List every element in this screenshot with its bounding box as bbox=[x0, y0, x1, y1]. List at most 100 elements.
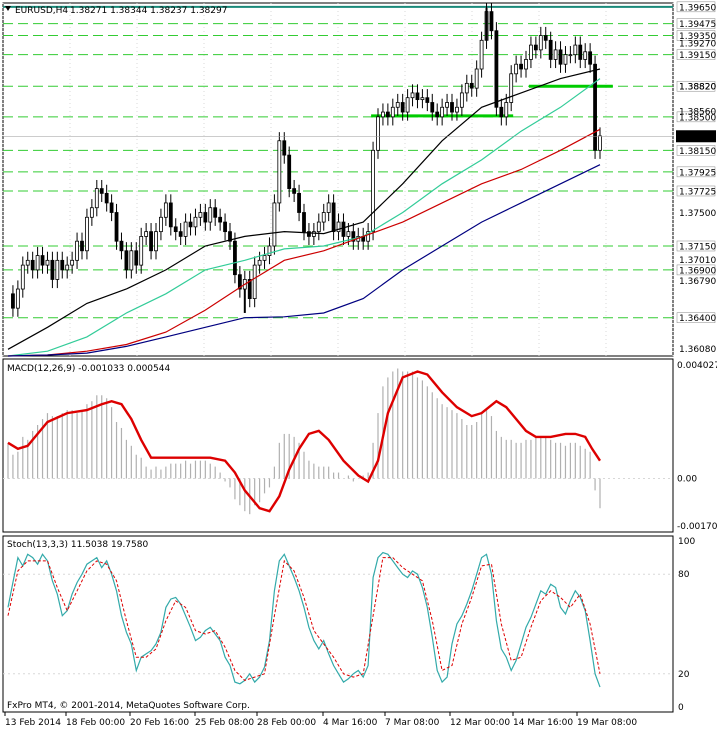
level-label-box bbox=[676, 240, 716, 252]
candle-body bbox=[598, 135, 602, 151]
candle-body bbox=[415, 92, 420, 101]
candle-body bbox=[50, 259, 55, 280]
macd-axis-label: 0.004027 bbox=[677, 361, 717, 371]
price-axis-label: 1.38560 bbox=[679, 108, 716, 118]
price-axis-label: 1.37500 bbox=[679, 209, 716, 219]
level-label: 1.37150 bbox=[679, 242, 716, 252]
collapse-triangle-icon bbox=[5, 6, 11, 11]
price-axis-label: 1.39270 bbox=[679, 40, 716, 50]
candle-body bbox=[233, 240, 237, 276]
candle-body bbox=[119, 240, 124, 252]
candle-body bbox=[563, 54, 568, 65]
candle-body bbox=[237, 274, 242, 290]
time-axis-label: 28 Feb 00:00 bbox=[257, 718, 316, 728]
candle-body bbox=[168, 202, 173, 228]
candle-body bbox=[430, 102, 435, 113]
candle-body bbox=[40, 255, 45, 266]
price-axis-label: 1.36790 bbox=[679, 277, 716, 287]
candle-body bbox=[163, 202, 168, 218]
panel-frame-3 bbox=[2, 535, 674, 713]
level-label-box bbox=[676, 18, 716, 29]
candle-body bbox=[114, 212, 119, 242]
candle-body bbox=[104, 192, 109, 204]
candle-body bbox=[302, 212, 306, 233]
candle-body bbox=[321, 212, 326, 223]
candle-body bbox=[425, 97, 430, 103]
candle-body bbox=[282, 140, 287, 156]
level-label-box bbox=[676, 264, 716, 276]
candle-body bbox=[455, 106, 459, 113]
candle-body bbox=[489, 11, 494, 32]
candle-body bbox=[149, 231, 153, 252]
candle-body bbox=[593, 63, 597, 151]
candle-body bbox=[213, 207, 218, 218]
stoch-signal-line bbox=[7, 557, 601, 681]
candle-body bbox=[336, 221, 341, 233]
candle-body bbox=[257, 259, 262, 266]
candle-body bbox=[223, 221, 227, 233]
macd-signal-line bbox=[7, 370, 601, 513]
candle-body bbox=[519, 63, 523, 70]
level-label: 1.39650 bbox=[679, 3, 716, 13]
candle-body bbox=[440, 106, 445, 118]
stoch-main-line bbox=[7, 551, 601, 688]
candle-body bbox=[183, 221, 188, 237]
level-label: 1.39475 bbox=[679, 20, 716, 30]
candle-body bbox=[25, 259, 30, 266]
candle-body bbox=[80, 240, 84, 252]
candle-body bbox=[474, 68, 479, 89]
candle-body bbox=[129, 250, 134, 271]
candle-body bbox=[15, 288, 20, 309]
candle-body bbox=[218, 216, 223, 223]
candle-body bbox=[376, 116, 380, 151]
candle-body bbox=[292, 188, 297, 194]
ma-mid-line bbox=[7, 78, 601, 357]
candle-body bbox=[144, 231, 149, 237]
stoch-axis-label: 80 bbox=[678, 570, 690, 580]
panel-frame-2 bbox=[2, 358, 674, 533]
candle-body bbox=[159, 216, 163, 233]
time-axis-label: 13 Feb 2014 bbox=[5, 718, 61, 728]
candle-body bbox=[538, 35, 543, 51]
candle-body bbox=[11, 293, 15, 309]
candle-body bbox=[262, 255, 267, 261]
candle-body bbox=[188, 221, 193, 228]
candle-body bbox=[55, 259, 60, 280]
candle-body bbox=[583, 51, 588, 60]
ohlc-label: 1.38271 1.38344 1.38237 1.38297 bbox=[70, 6, 227, 16]
candle-body bbox=[479, 39, 484, 70]
ma-long-line bbox=[7, 164, 601, 357]
current-price-label: 1.38297 bbox=[679, 133, 716, 143]
symbol-label: EURUSD,H4 bbox=[15, 6, 68, 16]
candle-body bbox=[124, 250, 129, 271]
candle-body bbox=[331, 202, 336, 233]
candle-body bbox=[326, 202, 331, 213]
candle-body bbox=[30, 259, 35, 271]
candle-body bbox=[548, 39, 553, 60]
candle-body bbox=[252, 264, 257, 300]
current-price-box bbox=[676, 130, 716, 143]
candle-body bbox=[297, 192, 301, 213]
candle-body bbox=[70, 259, 75, 266]
candle-body bbox=[20, 264, 25, 290]
candle-body bbox=[405, 97, 410, 113]
candle-body bbox=[267, 245, 272, 256]
candle-body bbox=[154, 231, 158, 252]
stoch-axis-label: 0 bbox=[678, 703, 684, 713]
level-label: 1.38500 bbox=[679, 113, 716, 123]
candle-body bbox=[109, 202, 114, 213]
level-label: 1.36900 bbox=[679, 266, 716, 276]
candle-body bbox=[139, 236, 144, 266]
candle-body bbox=[65, 264, 70, 271]
macd-title: MACD(12,26,9) -0.001033 0.000544 bbox=[7, 364, 170, 374]
candle-body bbox=[445, 102, 449, 108]
candle-body bbox=[578, 44, 583, 60]
candle-body bbox=[529, 44, 533, 60]
candle-body bbox=[509, 73, 514, 103]
candle-body bbox=[543, 35, 548, 41]
candle-body bbox=[346, 231, 351, 237]
copyright-text: FxPro MT4, © 2001-2014, MetaQuotes Softw… bbox=[7, 701, 250, 711]
candle-body bbox=[568, 54, 573, 57]
